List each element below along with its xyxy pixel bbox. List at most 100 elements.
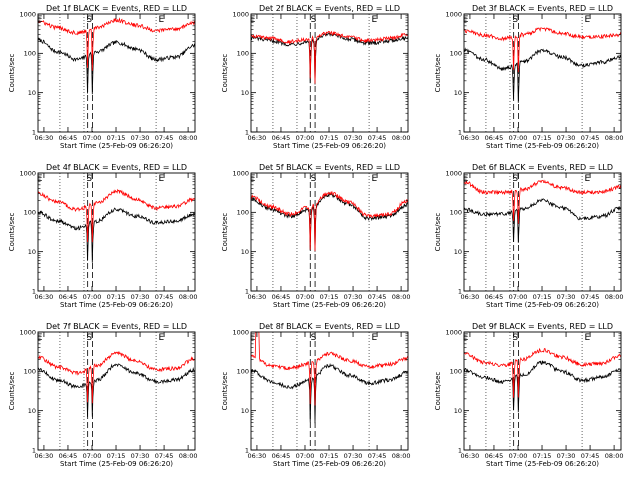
marker-s: S bbox=[512, 15, 518, 25]
y-tick-label: 1000 bbox=[445, 10, 462, 18]
x-tick-label: 08:00 bbox=[179, 134, 198, 142]
series-events bbox=[37, 37, 196, 95]
x-tick-label: 07:45 bbox=[581, 293, 600, 301]
marker-e: E bbox=[585, 15, 591, 25]
x-tick-label: 06:45 bbox=[485, 293, 504, 301]
x-tick-label: 06:45 bbox=[59, 293, 78, 301]
panel-3: Det 3f BLACK = Events, RED = LLD 1 10 100 10… bbox=[434, 4, 623, 150]
y-axis-label: Counts/sec bbox=[221, 54, 229, 93]
marker-s: S bbox=[86, 15, 92, 25]
x-tick-label: 07:15 bbox=[533, 293, 552, 301]
panel-title: Det 8f BLACK = Events, RED = LLD bbox=[259, 322, 400, 331]
y-tick-label: 100 bbox=[237, 209, 249, 217]
y-axis-label: Counts/sec bbox=[8, 54, 16, 93]
marker-s: S bbox=[311, 333, 317, 343]
x-tick-label: 07:45 bbox=[581, 452, 600, 460]
panel-8: Det 8f BLACK = Events, RED = LLD 1 10 100 10… bbox=[221, 322, 410, 468]
marker-e: E bbox=[159, 333, 165, 343]
series-events bbox=[463, 198, 622, 243]
panel-9: Det 9f BLACK = Events, RED = LLD 1 10 100 10… bbox=[434, 322, 623, 468]
x-tick-label: 08:00 bbox=[605, 134, 624, 142]
marker-e: E bbox=[372, 15, 378, 25]
y-tick-label: 10 bbox=[28, 407, 36, 415]
y-axis-label: Counts/sec bbox=[8, 372, 16, 411]
y-tick-label: 1 bbox=[245, 128, 249, 136]
y-tick-label: 1 bbox=[458, 287, 462, 295]
y-tick-label: 1000 bbox=[19, 169, 36, 177]
y-axis-label: Counts/sec bbox=[8, 213, 16, 252]
x-tick-label: 06:45 bbox=[59, 134, 78, 142]
x-tick-label: 07:45 bbox=[155, 134, 174, 142]
x-tick-label: 08:00 bbox=[392, 134, 411, 142]
y-tick-label: 10 bbox=[454, 89, 462, 97]
x-axis-label: Start Time (25-Feb-09 06:26:20) bbox=[486, 460, 599, 468]
x-tick-label: 07:45 bbox=[155, 293, 174, 301]
panel-title: Det 7f BLACK = Events, RED = LLD bbox=[46, 322, 187, 331]
x-tick-label: 06:30 bbox=[461, 134, 480, 142]
y-tick-label: 10 bbox=[241, 407, 249, 415]
x-tick-label: 06:30 bbox=[461, 452, 480, 460]
plot-frame bbox=[37, 13, 196, 133]
x-tick-label: 07:00 bbox=[83, 134, 102, 142]
series-events bbox=[250, 191, 409, 252]
x-tick-label: 07:30 bbox=[557, 134, 576, 142]
marker-e: E bbox=[372, 174, 378, 184]
y-axis-label: Counts/sec bbox=[434, 213, 442, 252]
y-axis-label: Counts/sec bbox=[434, 54, 442, 93]
series-lld bbox=[463, 179, 622, 224]
x-axis-label: Start Time (25-Feb-09 06:26:20) bbox=[486, 301, 599, 309]
y-axis-label: Counts/sec bbox=[221, 372, 229, 411]
y-tick-label: 1000 bbox=[19, 328, 36, 336]
marker-e: E bbox=[585, 174, 591, 184]
y-tick-label: 1000 bbox=[232, 328, 249, 336]
x-tick-label: 08:00 bbox=[605, 293, 624, 301]
plot-frame bbox=[250, 13, 409, 133]
x-tick-label: 07:00 bbox=[296, 452, 315, 460]
x-tick-label: 07:15 bbox=[533, 134, 552, 142]
y-tick-label: 1 bbox=[32, 446, 36, 454]
x-axis-label: Start Time (25-Feb-09 06:26:20) bbox=[273, 460, 386, 468]
x-tick-label: 08:00 bbox=[392, 293, 411, 301]
x-tick-label: 06:30 bbox=[248, 452, 267, 460]
x-tick-label: 07:30 bbox=[344, 293, 363, 301]
y-tick-label: 1000 bbox=[19, 10, 36, 18]
series-events bbox=[250, 362, 409, 424]
panel-1: Det 1f BLACK = Events, RED = LLD 1 10 100 10… bbox=[8, 4, 197, 150]
y-tick-label: 100 bbox=[450, 209, 462, 217]
marker-s: S bbox=[512, 174, 518, 184]
x-tick-label: 06:45 bbox=[485, 452, 504, 460]
series-events bbox=[37, 207, 196, 263]
x-tick-label: 07:30 bbox=[344, 134, 363, 142]
x-axis-label: Start Time (25-Feb-09 06:26:20) bbox=[60, 301, 173, 309]
x-tick-label: 07:15 bbox=[320, 293, 339, 301]
x-tick-label: 07:15 bbox=[320, 452, 339, 460]
x-axis-label: Start Time (25-Feb-09 06:26:20) bbox=[60, 460, 173, 468]
x-tick-label: 07:45 bbox=[368, 134, 387, 142]
series-events bbox=[37, 363, 196, 417]
y-tick-label: 10 bbox=[28, 248, 36, 256]
x-tick-label: 07:00 bbox=[509, 134, 528, 142]
x-tick-label: 07:15 bbox=[107, 134, 126, 142]
x-tick-label: 07:15 bbox=[320, 134, 339, 142]
y-tick-label: 1 bbox=[458, 446, 462, 454]
plot-frame bbox=[463, 331, 622, 451]
series-lld bbox=[37, 351, 196, 404]
marker-e: E bbox=[159, 174, 165, 184]
y-tick-label: 1 bbox=[245, 446, 249, 454]
x-tick-label: 07:45 bbox=[155, 452, 174, 460]
y-tick-label: 100 bbox=[237, 368, 249, 376]
x-axis-label: Start Time (25-Feb-09 06:26:20) bbox=[273, 301, 386, 309]
x-tick-label: 06:30 bbox=[35, 452, 54, 460]
x-axis-label: Start Time (25-Feb-09 06:26:20) bbox=[486, 142, 599, 150]
marker-s: S bbox=[512, 333, 518, 343]
x-tick-label: 06:30 bbox=[248, 134, 267, 142]
x-tick-label: 07:00 bbox=[296, 134, 315, 142]
y-tick-label: 1000 bbox=[232, 169, 249, 177]
marker-s: S bbox=[86, 333, 92, 343]
series-lld bbox=[250, 190, 409, 252]
x-tick-label: 06:30 bbox=[248, 293, 267, 301]
y-tick-label: 1 bbox=[458, 128, 462, 136]
x-tick-label: 07:30 bbox=[131, 452, 150, 460]
marker-e: E bbox=[463, 333, 469, 343]
y-tick-label: 100 bbox=[24, 209, 36, 217]
